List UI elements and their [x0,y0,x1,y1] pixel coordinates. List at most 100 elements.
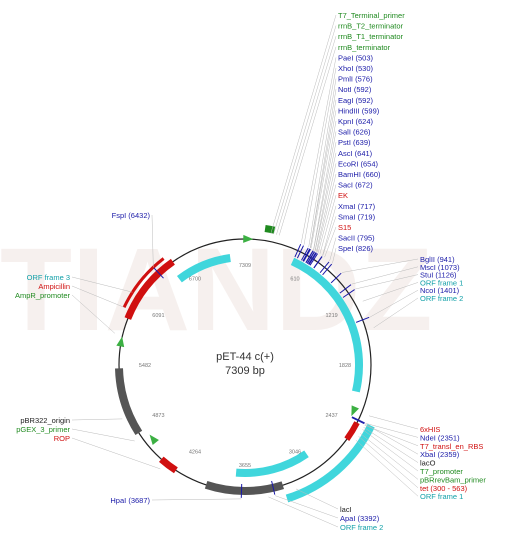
feature-label: 6xHIS [420,425,440,434]
restriction-site-mark [319,261,330,274]
feature-label: T7_promoter [420,467,463,476]
leader-line [317,184,337,253]
leader-line [369,289,419,318]
leader-line [313,120,337,250]
feature-label: pBR322_origin [20,416,70,425]
feature-label: pBRrevBam_primer [420,475,486,484]
leader-line [358,436,419,488]
restriction-site-mark [355,316,370,323]
leader-line [303,67,337,245]
feature-label: PmlI (576) [338,75,373,84]
leader-line [365,423,419,455]
feature-label: lacI [340,505,352,514]
feature-label: HindIII (599) [338,106,380,115]
promoter-arrow [243,234,254,243]
feature-label: ApaI (3392) [340,514,380,523]
feature-label: T7_Terminal_primer [338,11,405,20]
position-tick-label: 1219 [325,313,337,319]
restriction-site-mark [342,289,355,298]
feature-label: ORF frame 2 [420,294,463,303]
leader-line [313,131,337,250]
leader-line [151,214,154,268]
primer-arrow [116,336,125,348]
restriction-site-mark [301,247,309,261]
feature-label: rrnB_T1_terminator [338,32,404,41]
position-tick-label: 3655 [239,463,251,469]
tet-arc [344,421,360,441]
orf-arc-inner-bottom [235,450,309,477]
leader-line [316,173,337,253]
restriction-site-mark [302,248,311,262]
leader-line [351,266,419,285]
leader-line [362,429,419,472]
position-tick-label: 6700 [189,276,201,282]
leader-line [332,248,337,264]
feature-label: tet (300 - 563) [420,484,468,493]
position-tick-label: 1828 [339,363,351,369]
restriction-site-mark [303,248,311,262]
feature-labels: T7_Terminal_primerrrnB_T2_terminatorrrnB… [15,11,486,532]
leader-line [368,415,419,430]
position-tick-label: 5482 [139,363,151,369]
leader-line [273,25,337,235]
feature-label: SmaI (719) [338,212,376,221]
leader-line [329,237,337,262]
leader-line [276,36,337,235]
restriction-site-mark [307,252,317,265]
leader-line [355,440,419,497]
watermark: TIANDZ [0,224,433,356]
leader-line [310,89,337,249]
restriction-site-mark [330,272,342,284]
restriction-site-mark [294,243,302,258]
ampicillin-inner-arc [122,257,165,308]
primer-arrow [351,405,360,417]
feature-label: XmaI (717) [338,202,376,211]
leader-line [341,258,419,273]
leader-line [360,433,419,480]
restriction-site-mark [339,284,352,294]
leader-line [278,46,337,236]
restriction-site-mark [306,251,316,264]
feature-label: SacII (795) [338,234,375,243]
leader-line [71,437,161,470]
plasmid-size: 7309 bp [225,365,265,377]
feature-label: rrnB_terminator [338,43,391,52]
restriction-site-mark [322,263,333,276]
rrnb-terminator-arc [264,225,276,234]
feature-label: rrnB_T2_terminator [338,22,404,31]
position-tick-label: 2437 [325,413,337,419]
pbr322-origin-arc [115,368,143,436]
position-tick-label: 4264 [189,450,201,456]
leader-line [71,285,125,308]
feature-label: T7_transl_en_RBS [420,442,483,451]
feature-label: XhoI (530) [338,64,374,73]
feature-label: lacO [420,459,436,468]
feature-label: NcoI (1401) [420,286,460,295]
leader-line [310,110,337,249]
position-tick-label: 6091 [152,313,164,319]
position-tick-label: 610 [290,276,299,282]
feature-label: Ampicillin [38,282,70,291]
orf-arc-inner-left [176,254,231,283]
leader-line [71,276,133,293]
restriction-site-mark [153,267,164,279]
feature-label: FspI (6432) [112,211,151,220]
feature-label: SpeI (826) [338,244,374,253]
leader-line [322,216,337,256]
leader-line [373,297,419,329]
feature-label: pGEX_3_primer [16,425,70,434]
restriction-site-mark [351,417,365,425]
feature-label: S15 [338,223,351,232]
feature-label: NotI (592) [338,85,372,94]
position-tick-label: 3046 [289,450,301,456]
feature-label: XbaI (2359) [420,450,460,459]
leader-line [322,205,337,256]
lacI-arc [204,480,284,495]
restriction-site-mark [309,253,319,266]
feature-label: SacI (672) [338,181,373,190]
feature-label: AmpR_promoter [15,291,71,300]
leader-line [314,152,337,251]
restriction-site-mark [305,250,314,264]
leader-line [310,99,337,249]
